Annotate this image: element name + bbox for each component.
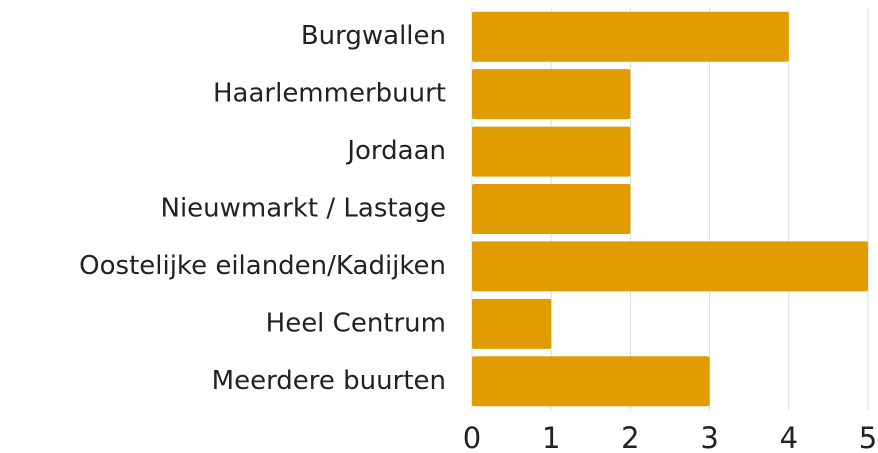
bar <box>472 298 552 349</box>
bar <box>472 356 710 407</box>
y-tick-label: Jordaan <box>345 136 446 166</box>
y-tick-label: Nieuwmarkt / Lastage <box>161 194 447 224</box>
y-tick-label: Burgwallen <box>301 21 446 51</box>
x-tick-label: 3 <box>700 421 718 453</box>
y-tick-label: Oostelijke eilanden/Kadijken <box>79 251 446 281</box>
bar <box>472 184 631 234</box>
x-tick-label: 4 <box>780 421 798 453</box>
x-tick-label: 0 <box>463 421 481 453</box>
y-tick-label: Haarlemmerbuurt <box>213 79 446 109</box>
x-tick-label: 1 <box>542 421 560 453</box>
bar <box>472 241 868 292</box>
y-tick-label: Meerdere buurten <box>212 366 446 396</box>
x-tick-label: 2 <box>621 421 639 453</box>
bar <box>472 126 631 177</box>
bar <box>472 11 789 62</box>
y-tick-label: Heel Centrum <box>266 308 446 338</box>
bar <box>472 69 631 120</box>
x-tick-label: 5 <box>859 421 877 453</box>
